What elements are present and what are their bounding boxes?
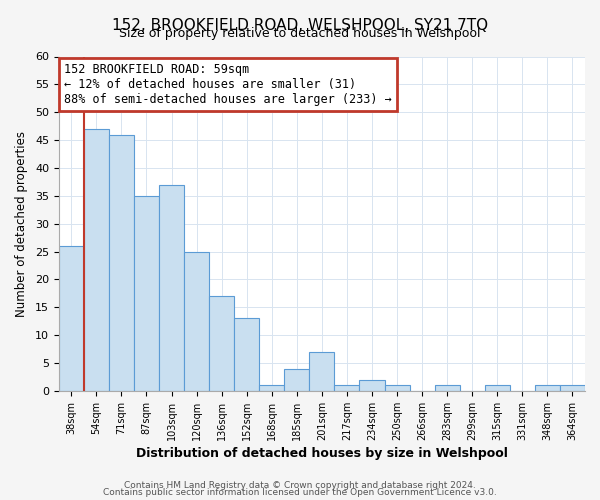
Text: Contains HM Land Registry data © Crown copyright and database right 2024.: Contains HM Land Registry data © Crown c…: [124, 480, 476, 490]
Text: 152 BROOKFIELD ROAD: 59sqm
← 12% of detached houses are smaller (31)
88% of semi: 152 BROOKFIELD ROAD: 59sqm ← 12% of deta…: [64, 63, 392, 106]
Bar: [284, 368, 310, 391]
Bar: [434, 386, 460, 391]
Bar: [209, 296, 234, 391]
Bar: [259, 386, 284, 391]
Bar: [184, 252, 209, 391]
Text: Size of property relative to detached houses in Welshpool: Size of property relative to detached ho…: [119, 28, 481, 40]
Bar: [359, 380, 385, 391]
Y-axis label: Number of detached properties: Number of detached properties: [15, 130, 28, 316]
Bar: [109, 134, 134, 391]
Text: Contains public sector information licensed under the Open Government Licence v3: Contains public sector information licen…: [103, 488, 497, 497]
Bar: [234, 318, 259, 391]
Bar: [560, 386, 585, 391]
Bar: [310, 352, 334, 391]
X-axis label: Distribution of detached houses by size in Welshpool: Distribution of detached houses by size …: [136, 447, 508, 460]
Bar: [159, 184, 184, 391]
Bar: [59, 246, 84, 391]
Bar: [334, 386, 359, 391]
Bar: [84, 129, 109, 391]
Bar: [485, 386, 510, 391]
Bar: [385, 386, 410, 391]
Bar: [134, 196, 159, 391]
Text: 152, BROOKFIELD ROAD, WELSHPOOL, SY21 7TQ: 152, BROOKFIELD ROAD, WELSHPOOL, SY21 7T…: [112, 18, 488, 32]
Bar: [535, 386, 560, 391]
